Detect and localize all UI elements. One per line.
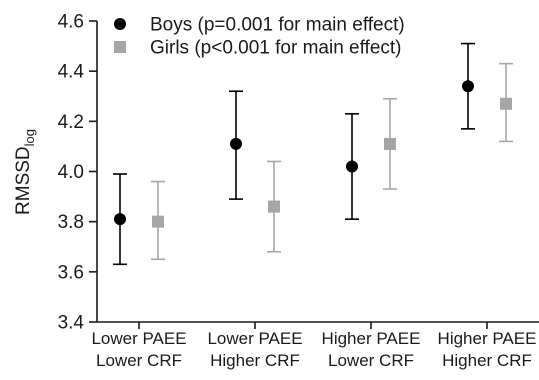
x-tick-label: Higher CRF (442, 351, 532, 370)
legend-marker-circle (114, 18, 126, 30)
x-tick-label: Higher PAEE (438, 329, 537, 348)
data-point-circle (346, 160, 358, 173)
data-point-square (500, 97, 512, 110)
data-point-square (384, 137, 396, 150)
y-axis-title: RMSSDlog (13, 129, 37, 215)
x-tick-label: Lower PAEE (91, 329, 186, 348)
data-point-square (152, 215, 164, 228)
x-ticks: Lower PAEE Lower CRF Lower PAEE Higher CRF H… (91, 322, 536, 370)
series-layer (113, 42, 513, 266)
y-axis-title-subscript: log (22, 129, 37, 146)
data-point-circle (230, 137, 242, 150)
y-tick-label: 4.4 (58, 62, 85, 83)
legend-label: Boys (p=0.001 for main effect) (150, 15, 405, 36)
x-tick-label: Lower CRF (96, 351, 182, 370)
y-tick-label: 4.2 (58, 112, 84, 133)
data-point-circle (462, 80, 474, 93)
data-point-circle (114, 213, 126, 226)
legend-marker-square (114, 41, 126, 53)
y-tick-label: 4.6 (58, 12, 84, 33)
y-tick-label: 4.0 (58, 162, 84, 183)
legend-label: Girls (p<0.001 for main effect) (150, 38, 402, 59)
y-tick-label: 3.6 (58, 262, 84, 283)
data-point-square (268, 200, 280, 213)
x-tick-label: Lower PAEE (207, 329, 302, 348)
legend: Boys (p=0.001 for main effect)Girls (p<0… (114, 15, 405, 59)
x-tick-label: Higher PAEE (322, 329, 421, 348)
series-girls (151, 62, 513, 261)
y-axis-title-main: RMSSD (13, 146, 34, 215)
x-tick-label: Higher CRF (210, 351, 300, 370)
y-tick-label: 3.8 (58, 212, 84, 233)
series-boys (113, 42, 475, 266)
y-ticks: 3.4 3.6 3.8 4.0 4.2 4.4 4.6 (58, 12, 97, 334)
y-tick-label: 3.4 (58, 313, 85, 334)
x-tick-label: Lower CRF (328, 351, 414, 370)
